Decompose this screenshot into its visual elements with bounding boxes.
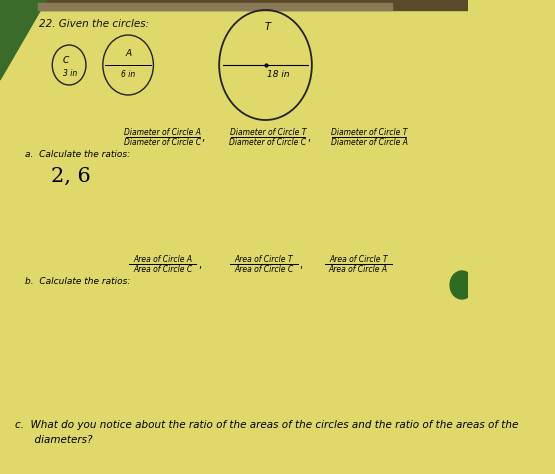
Bar: [0, 0, 468, 10]
Text: Diameter of Circle T: Diameter of Circle T: [230, 128, 306, 137]
Text: c.  What do you notice about the ratio of the areas of the circles and the ratio: c. What do you notice about the ratio of…: [15, 420, 518, 445]
Text: a.  Calculate the ratios:: a. Calculate the ratios:: [26, 150, 130, 159]
Text: Area of Circle C: Area of Circle C: [234, 265, 294, 274]
Text: 22. Given the circles:: 22. Given the circles:: [39, 19, 149, 29]
Text: b.  Calculate the ratios:: b. Calculate the ratios:: [26, 277, 130, 286]
Text: Diameter of Circle T: Diameter of Circle T: [331, 128, 407, 137]
Text: Diameter of Circle C: Diameter of Circle C: [229, 138, 306, 147]
Bar: [38, 3, 392, 10]
Text: Area of Circle T: Area of Circle T: [329, 255, 387, 264]
Text: T: T: [264, 22, 270, 32]
Text: Diameter of Circle A: Diameter of Circle A: [331, 138, 408, 147]
Text: C: C: [63, 55, 69, 64]
Text: Diameter of Circle C: Diameter of Circle C: [124, 138, 201, 147]
Text: Area of Circle C: Area of Circle C: [133, 265, 192, 274]
Text: 18 in: 18 in: [267, 70, 290, 79]
Text: ,: ,: [299, 260, 302, 270]
Polygon shape: [0, 0, 47, 80]
Text: 3 in: 3 in: [63, 69, 77, 78]
Text: Area of Circle A: Area of Circle A: [329, 265, 388, 274]
Text: Area of Circle T: Area of Circle T: [235, 255, 293, 264]
Text: ,: ,: [198, 260, 201, 270]
Circle shape: [450, 271, 474, 299]
Text: 2, 6: 2, 6: [51, 167, 90, 186]
Text: A: A: [125, 48, 131, 57]
Text: ,: ,: [307, 133, 310, 143]
Text: ,: ,: [201, 133, 205, 143]
Text: Area of Circle A: Area of Circle A: [133, 255, 192, 264]
Text: 6 in: 6 in: [121, 70, 135, 79]
Text: Diameter of Circle A: Diameter of Circle A: [124, 128, 201, 137]
